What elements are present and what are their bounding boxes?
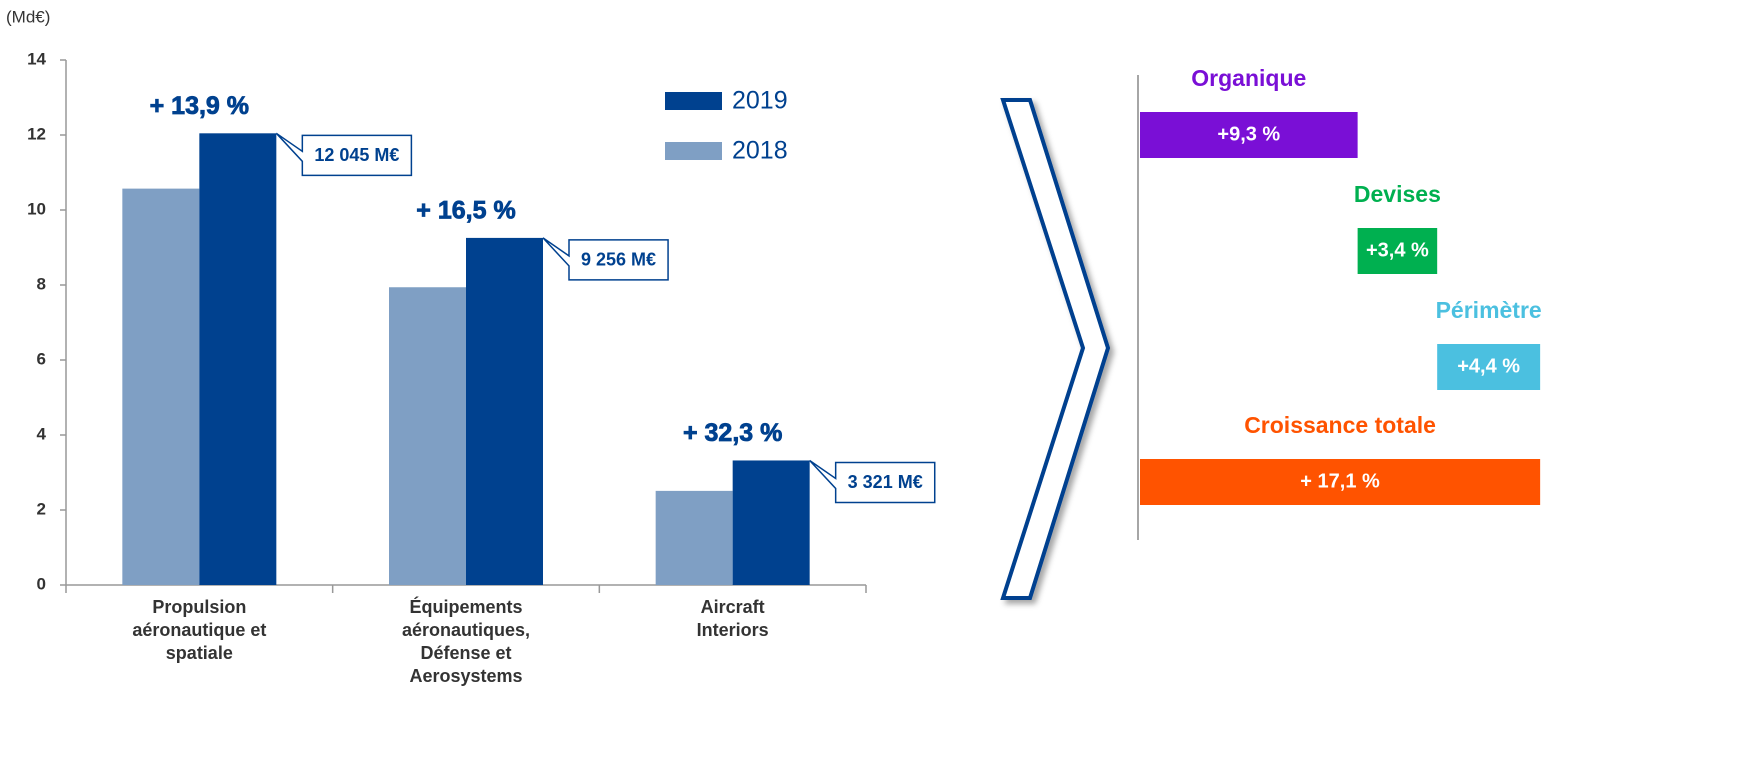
- y-tick-label: 14: [27, 49, 46, 68]
- bar: [199, 133, 277, 585]
- growth-label: + 16,5 %: [416, 197, 515, 225]
- category-label: Périmètre: [1436, 297, 1542, 323]
- y-tick-label: 6: [37, 349, 46, 368]
- growth-label: + 13,9 %: [150, 92, 249, 120]
- callout: [542, 237, 669, 281]
- legend-label: 2018: [732, 137, 788, 165]
- callout: [809, 459, 936, 504]
- category-label: Devises: [1354, 181, 1441, 207]
- bar: [732, 460, 810, 585]
- y-tick-label: 8: [37, 274, 46, 293]
- bar: [1140, 112, 1358, 158]
- bar: [1140, 459, 1541, 505]
- y-tick-label: 0: [37, 574, 46, 593]
- category-label: Organique: [1191, 65, 1306, 91]
- value-label: +3,4 %: [1366, 239, 1429, 261]
- bar: [1437, 344, 1541, 390]
- growth-label: + 32,3 %: [683, 419, 782, 447]
- bar: [466, 237, 543, 585]
- x-tick-label: Aircraft Interiors: [697, 597, 769, 640]
- legend-label: 2019: [732, 87, 788, 115]
- y-tick-label: 2: [37, 499, 46, 518]
- bar: [122, 188, 200, 585]
- value-label: +9,3 %: [1217, 123, 1280, 145]
- chevron: [1000, 98, 1111, 600]
- legend-swatch: [665, 142, 722, 160]
- value-label: 3 321 M€: [848, 472, 923, 492]
- x-tick-label: Équipements aéronautiques, Défense et Aeros…: [402, 596, 530, 686]
- y-tick-label: 10: [27, 199, 46, 218]
- value-label: 12 045 M€: [314, 145, 399, 165]
- value-label: +4,4 %: [1457, 355, 1520, 377]
- y-unit-label: (Md€): [6, 7, 50, 26]
- y-tick-label: 12: [27, 124, 46, 143]
- bar: [655, 490, 733, 585]
- bar: [389, 287, 466, 585]
- callout: [275, 132, 413, 177]
- value-label: 9 256 M€: [581, 250, 656, 270]
- legend-swatch: [665, 92, 722, 110]
- value-label: + 17,1 %: [1300, 470, 1380, 492]
- bar: [1357, 228, 1438, 274]
- x-tick-label: Propulsion aéronautique et spatiale: [132, 597, 266, 663]
- category-label: Croissance totale: [1244, 412, 1436, 438]
- y-tick-label: 4: [37, 424, 47, 443]
